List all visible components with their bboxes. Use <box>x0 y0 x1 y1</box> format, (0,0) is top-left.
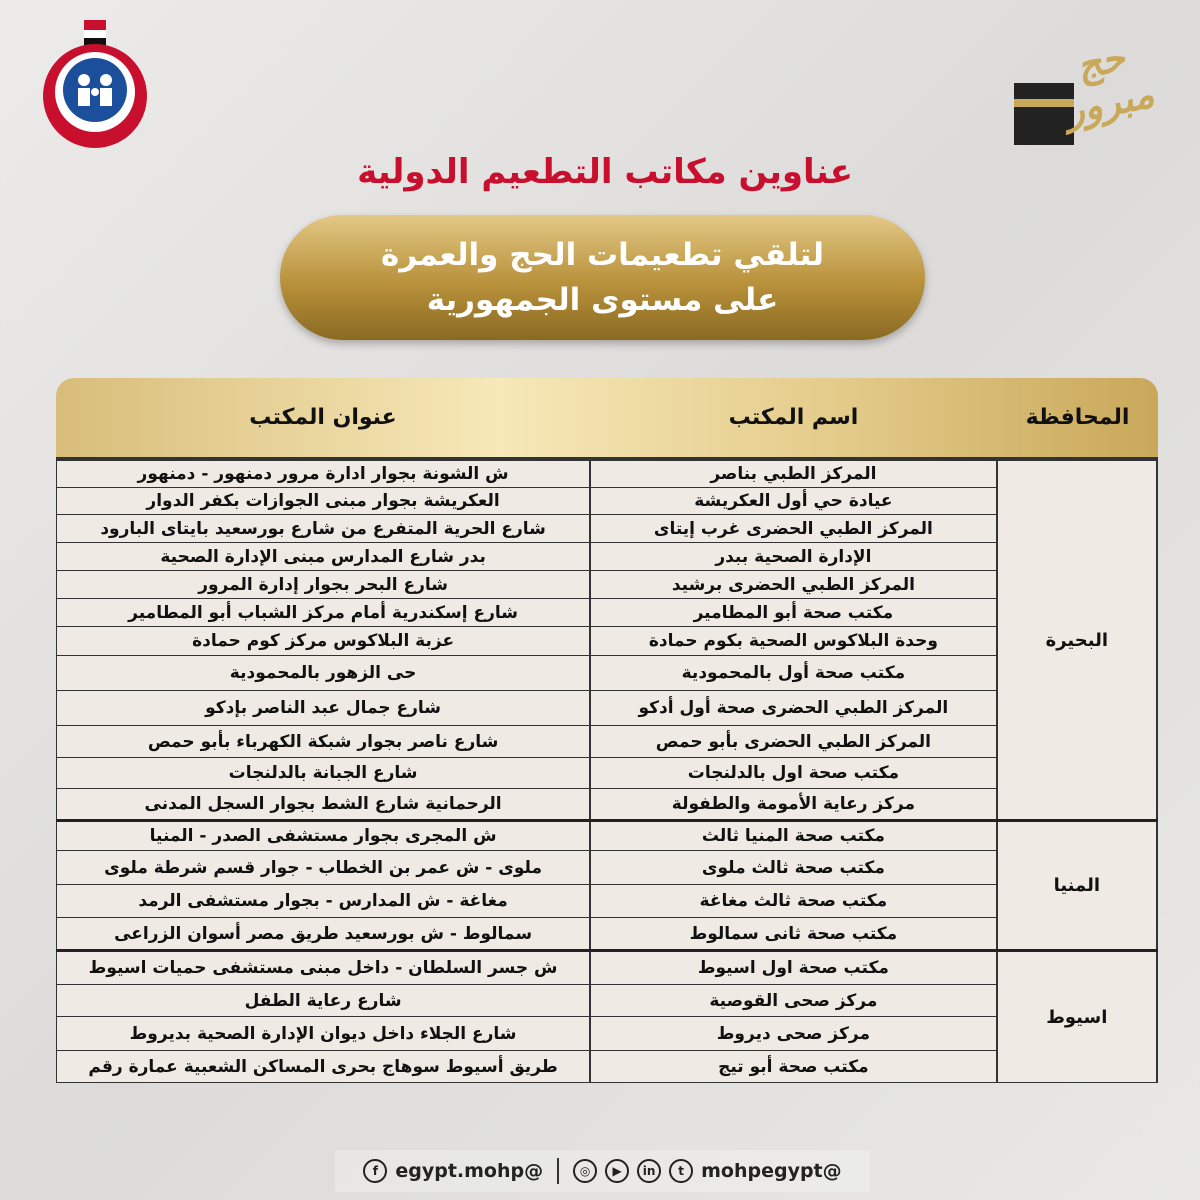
office-address-cell: شارع البحر بجوار إدارة المرور <box>56 570 591 599</box>
kaaba-icon <box>1014 83 1074 145</box>
office-address-cell: سمالوط - ش بورسعيد طريق مصر أسوان الزراع… <box>56 917 591 951</box>
page-title: عناوين مكاتب التطعيم الدولية <box>357 152 853 192</box>
twitter-handle[interactable]: @mohpegypt <box>701 1160 842 1182</box>
office-name-cell: الإدارة الصحية ببدر <box>589 542 998 571</box>
table-row: مكتب صحة أول بالمحمودية حى الزهور بالمحمو… <box>56 655 1158 691</box>
header-office-address: عنوان المكتب <box>249 405 397 430</box>
table-row: المركز الطبي الحضرى صحة أول أدكو شارع جما… <box>56 690 1158 726</box>
office-name-cell: مركز صحى القوصية <box>589 984 998 1017</box>
office-name-cell: المركز الطبي الحضرى برشيد <box>589 570 998 599</box>
facebook-handle[interactable]: @egypt.mohp <box>395 1160 544 1182</box>
table-header: المحافظة اسم المكتب عنوان المكتب <box>56 378 1158 460</box>
office-address-cell: حى الزهور بالمحمودية <box>56 655 591 691</box>
table-row: المركز الطبي الحضرى بأبو حمص شارع ناصر بج… <box>56 725 1158 758</box>
divider <box>557 1158 560 1184</box>
office-address-cell: ش المجرى بجوار مستشفى الصدر - المنيا <box>56 819 591 851</box>
hajj-decoration <box>1010 25 1170 195</box>
office-name-cell: مركز صحى ديروط <box>589 1016 998 1051</box>
office-name-cell: مكتب صحة ثالث ملوى <box>589 850 998 885</box>
youtube-icon[interactable]: ▶ <box>605 1159 630 1183</box>
table-row: عيادة حي أول العكريشة العكريشة بجوار مبنى… <box>56 487 1158 515</box>
office-address-cell: بدر شارع المدارس مبنى الإدارة الصحية <box>56 542 591 571</box>
office-name-cell: المركز الطبي الحضرى صحة أول أدكو <box>589 690 998 726</box>
table-row: البحيرة المركز الطبي بناصر ش الشونة بجوار … <box>56 460 1159 821</box>
office-address-cell: شارع الجبانة بالدلنجات <box>56 757 591 789</box>
office-address-cell: ش الشونة بجوار ادارة مرور دمنهور - دمنهو… <box>56 460 591 488</box>
table-row: مكتب صحة أبو تيج طريق أسيوط سوهاج بحرى ال… <box>56 1050 1158 1083</box>
table-row: مكتب صحة اول بالدلنجات شارع الجبانة بالدل… <box>56 757 1158 789</box>
office-address-cell: طريق أسيوط سوهاج بحرى المساكن الشعبية عم… <box>56 1050 591 1083</box>
table-row: المركز الطبي الحضرى غرب إيتاى شارع الحرية… <box>56 514 1158 543</box>
subtitle-line-2: على مستوى الجمهورية <box>426 281 779 318</box>
header-governorate: المحافظة <box>1025 405 1130 430</box>
subtitle-line-1: لتلقي تطعيمات الحج والعمرة <box>381 236 824 273</box>
offices-table: المحافظة اسم المكتب عنوان المكتب البحيرة… <box>56 378 1159 1083</box>
office-name-cell: وحدة البلاكوس الصحية بكوم حمادة <box>589 626 998 656</box>
office-address-cell: ش جسر السلطان - داخل مبنى مستشفى حميات ا… <box>56 949 591 985</box>
governorate-cell: المنيا <box>995 819 1159 951</box>
table-row: مكتب صحة ثالث مغاغة مغاغة - ش المدارس - ب… <box>56 884 1158 918</box>
governorate-cell: البحيرة <box>995 460 1159 821</box>
table-row: مركز صحى القوصية شارع رعاية الطفل <box>56 984 1158 1017</box>
office-address-cell: شارع رعاية الطفل <box>56 984 591 1017</box>
office-name-cell: المركز الطبي بناصر <box>589 460 998 488</box>
office-address-cell: شارع ناصر بجوار شبكة الكهرباء بأبو حمص <box>56 725 591 758</box>
office-name-cell: مكتب صحة أبو المطامير <box>589 598 998 627</box>
table-row: مكتب صحة أبو المطامير شارع إسكندرية أمام … <box>56 598 1158 627</box>
table-row: مركز رعاية الأمومة والطفولة الرحمانية شار… <box>56 788 1158 821</box>
office-address-cell: شارع جمال عبد الناصر بإدكو <box>56 690 591 726</box>
header-office-name: اسم المكتب <box>728 405 859 430</box>
office-name-cell: مكتب صحة المنيا ثالث <box>589 819 998 851</box>
facebook-icon[interactable]: f <box>363 1159 388 1183</box>
subtitle-banner: لتلقي تطعيمات الحج والعمرة على مستوى الج… <box>280 215 925 340</box>
table-row: الإدارة الصحية ببدر بدر شارع المدارس مبنى… <box>56 542 1158 571</box>
office-address-cell: عزبة البلاكوس مركز كوم حمادة <box>56 626 591 656</box>
office-name-cell: مكتب صحة اول بالدلنجات <box>589 757 998 789</box>
table-row: وحدة البلاكوس الصحية بكوم حمادة عزبة البل… <box>56 626 1158 656</box>
table-row: مكتب صحة ثانى سمالوط سمالوط - ش بورسعيد ط… <box>56 917 1158 951</box>
office-name-cell: مكتب صحة ثالث مغاغة <box>589 884 998 918</box>
linkedin-icon[interactable]: in <box>637 1159 662 1183</box>
office-address-cell: شارع الجلاء داخل ديوان الإدارة الصحية بد… <box>56 1016 591 1051</box>
office-name-cell: مكتب صحة اول اسيوط <box>589 949 998 985</box>
office-name-cell: مكتب صحة أول بالمحمودية <box>589 655 998 691</box>
office-address-cell: الرحمانية شارع الشط بجوار السجل المدنى <box>56 788 591 821</box>
table-row: المنيا مكتب صحة المنيا ثالث ش المجرى بجوار… <box>56 819 1159 951</box>
office-name-cell: عيادة حي أول العكريشة <box>589 487 998 515</box>
office-name-cell: المركز الطبي الحضرى غرب إيتاى <box>589 514 998 543</box>
twitter-icon[interactable]: t <box>669 1159 694 1183</box>
office-name-cell: المركز الطبي الحضرى بأبو حمص <box>589 725 998 758</box>
table-row: اسيوط مكتب صحة اول اسيوط ش جسر السلطان - د… <box>56 949 1159 1083</box>
office-address-cell: شارع إسكندرية أمام مركز الشباب أبو المطا… <box>56 598 591 627</box>
office-name-cell: مكتب صحة ثانى سمالوط <box>589 917 998 951</box>
table-row: مكتب صحة ثالث ملوى ملوى - ش عمر بن الخطاب… <box>56 850 1158 885</box>
table-row: المركز الطبي الحضرى برشيد شارع البحر بجوا… <box>56 570 1158 599</box>
office-address-cell: ملوى - ش عمر بن الخطاب - جوار قسم شرطة م… <box>56 850 591 885</box>
social-footer: @mohpegypt t in ▶ ◎ @egypt.mohp f <box>335 1150 870 1192</box>
ministry-logo <box>34 18 156 150</box>
office-address-cell: العكريشة بجوار مبنى الجوازات بكفر الدوار <box>56 487 591 515</box>
office-name-cell: مكتب صحة أبو تيج <box>589 1050 998 1083</box>
office-name-cell: مركز رعاية الأمومة والطفولة <box>589 788 998 821</box>
table-row: مركز صحى ديروط شارع الجلاء داخل ديوان الإ… <box>56 1016 1158 1051</box>
instagram-icon[interactable]: ◎ <box>573 1159 598 1183</box>
office-address-cell: مغاغة - ش المدارس - بجوار مستشفى الرمد <box>56 884 591 918</box>
office-address-cell: شارع الحرية المتفرع من شارع بورسعيد بايت… <box>56 514 591 543</box>
governorate-cell: اسيوط <box>995 949 1159 1083</box>
